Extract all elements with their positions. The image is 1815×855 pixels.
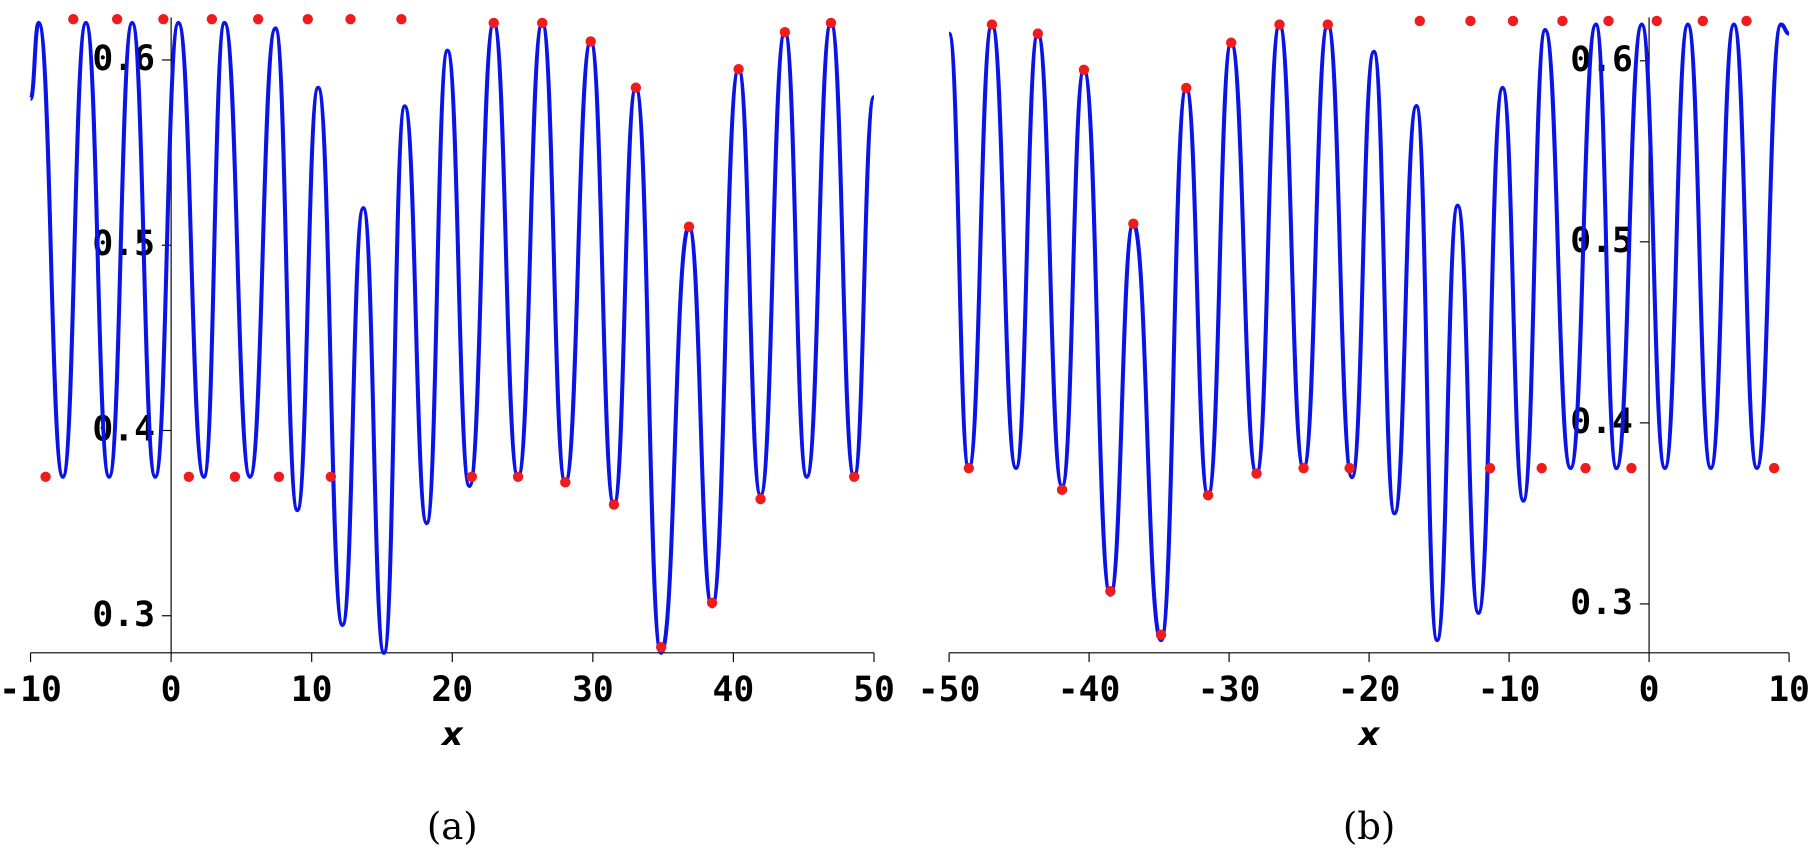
- y-tick-label: 0.5: [1570, 221, 1633, 261]
- data-point: [466, 471, 478, 482]
- data-point: [1536, 462, 1547, 474]
- data-point: [488, 17, 499, 29]
- x-axis-label: x: [1357, 715, 1381, 753]
- data-point: [608, 499, 620, 510]
- x-tick-label: 10: [291, 670, 333, 710]
- data-point: [111, 13, 123, 25]
- data-point: [1465, 15, 1476, 27]
- data-point: [963, 462, 975, 474]
- data-point: [1603, 15, 1614, 27]
- y-tick-label: 0.3: [92, 595, 155, 635]
- x-tick-label: 20: [431, 670, 473, 710]
- data-point: [1105, 586, 1116, 597]
- data-point: [683, 221, 695, 232]
- data-point: [1344, 462, 1355, 474]
- data-point: [986, 19, 998, 30]
- data-point: [1580, 462, 1591, 474]
- data-point: [630, 82, 642, 93]
- x-tick-label: -30: [1198, 670, 1261, 710]
- data-point: [396, 13, 407, 25]
- data-point: [1697, 15, 1709, 27]
- data-point: [1251, 468, 1262, 479]
- x-tick-label: 50: [853, 670, 895, 710]
- y-tick-label: 0.6: [92, 39, 155, 79]
- x-tick-label: 40: [713, 670, 755, 710]
- data-point: [158, 13, 169, 25]
- data-point: [183, 471, 195, 482]
- data-point: [325, 471, 337, 482]
- data-point: [1651, 15, 1662, 27]
- curve: [28, 20, 876, 655]
- data-point: [1128, 218, 1139, 229]
- data-point: [585, 36, 596, 47]
- data-point: [273, 471, 285, 482]
- data-point: [229, 471, 241, 482]
- data-point: [655, 642, 667, 653]
- data-point: [1484, 462, 1496, 474]
- data-point: [1078, 64, 1090, 76]
- data-point: [345, 13, 356, 25]
- data-point: [1032, 28, 1044, 39]
- data-point: [779, 26, 791, 38]
- data-point: [1414, 15, 1425, 27]
- data-point: [1155, 629, 1167, 640]
- x-tick-label: -10: [1478, 670, 1541, 710]
- data-point: [1202, 490, 1214, 501]
- data-point: [1741, 15, 1752, 27]
- x-tick-label: -40: [1058, 670, 1121, 710]
- x-tick-label: -10: [0, 670, 62, 710]
- data-point: [1298, 462, 1309, 474]
- data-point: [1768, 462, 1780, 474]
- data-point: [252, 13, 264, 25]
- x-tick-label: 0: [1639, 670, 1660, 710]
- x-tick-label: 10: [1768, 670, 1810, 710]
- data-point: [560, 477, 571, 488]
- data-point: [1181, 82, 1192, 94]
- data-point: [733, 64, 744, 75]
- data-point: [1557, 15, 1568, 27]
- data-point: [40, 471, 51, 482]
- y-tick-label: 0.3: [1570, 583, 1633, 623]
- x-tick-label: 0: [161, 670, 182, 710]
- data-point: [302, 13, 313, 25]
- data-point: [848, 471, 860, 482]
- data-point: [1056, 484, 1068, 496]
- data-point: [537, 17, 548, 29]
- data-point: [1507, 15, 1519, 27]
- data-point: [755, 493, 766, 505]
- x-tick-label: -50: [918, 670, 981, 710]
- caption: (a): [427, 805, 478, 848]
- data-point: [1225, 37, 1237, 48]
- curve: [947, 22, 1790, 643]
- x-tick-label: -20: [1338, 670, 1401, 710]
- data-point: [206, 13, 218, 25]
- caption: (b): [1343, 805, 1396, 848]
- data-point: [512, 471, 524, 482]
- data-point: [68, 13, 79, 25]
- data-point: [1322, 19, 1333, 30]
- data-point: [706, 597, 718, 608]
- x-axis-label: x: [440, 715, 464, 753]
- data-point: [1274, 19, 1285, 30]
- x-tick-label: 30: [572, 670, 614, 710]
- data-point: [1626, 462, 1637, 474]
- data-point: [825, 17, 837, 29]
